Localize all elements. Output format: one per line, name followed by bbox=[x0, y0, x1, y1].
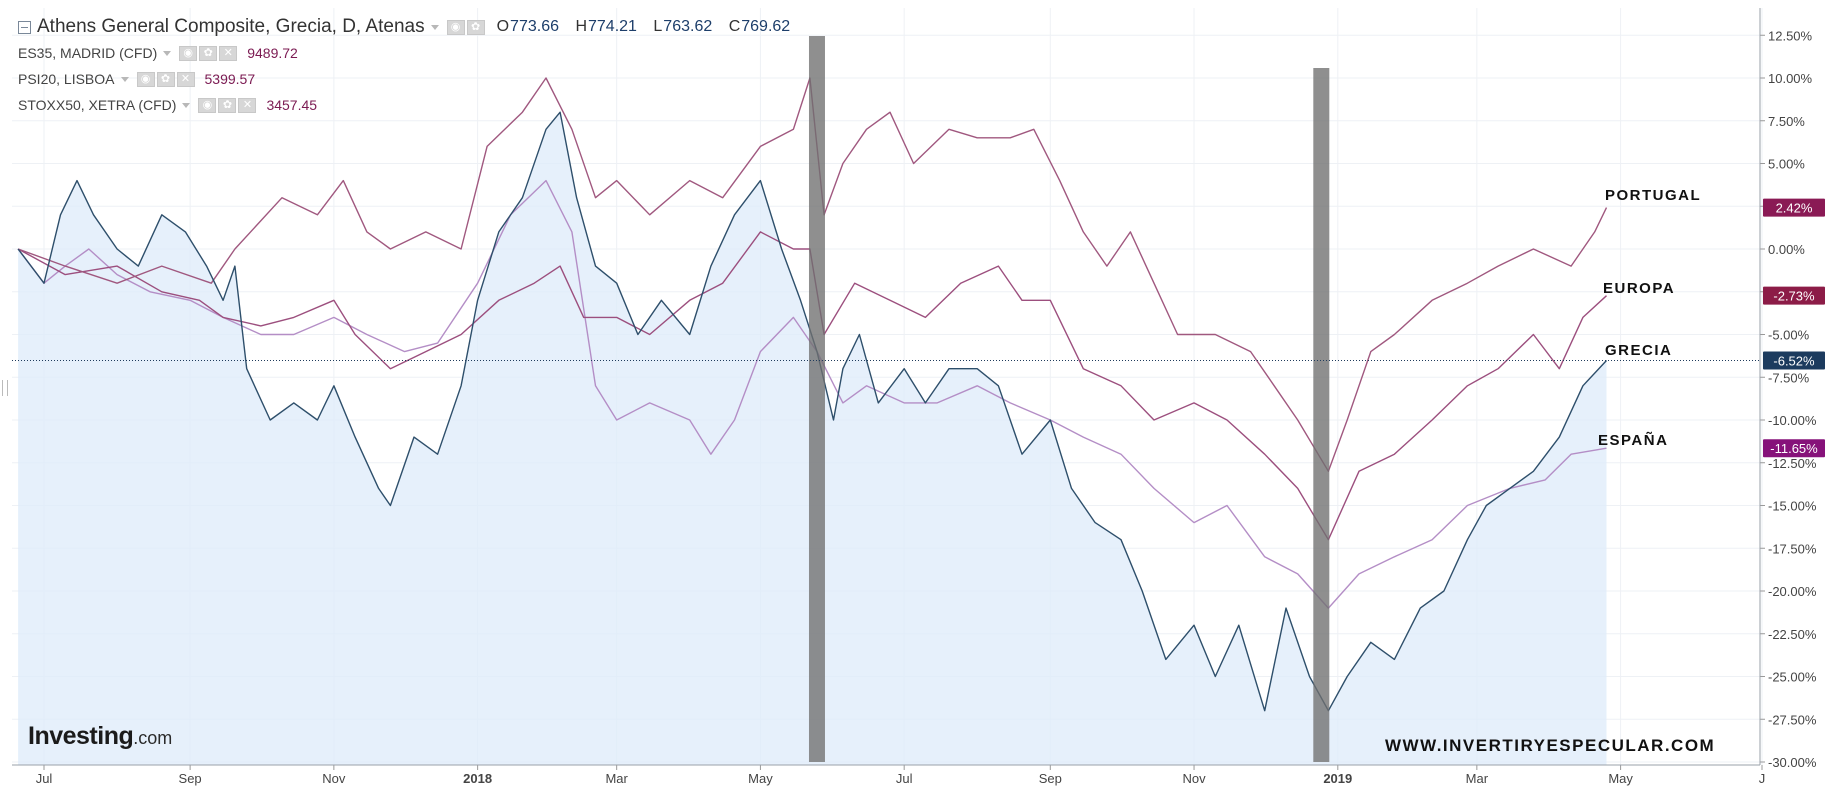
legend-row-es35: ES35, MADRID (CFD) ◉ ✿ ✕ 9489.72 bbox=[18, 40, 802, 66]
y-tick-label: -20.00% bbox=[1768, 584, 1817, 599]
y-tick-label: 7.50% bbox=[1768, 114, 1805, 129]
eye-icon[interactable]: ◉ bbox=[198, 97, 217, 113]
x-tick-label: J bbox=[1759, 771, 1766, 786]
y-tick-label: -10.00% bbox=[1768, 413, 1817, 428]
highlight-bands bbox=[808, 36, 1330, 762]
gear-icon[interactable]: ✿ bbox=[466, 19, 485, 35]
price-tag-label: -2.73% bbox=[1773, 289, 1815, 304]
y-tick-label: -17.50% bbox=[1768, 541, 1817, 556]
scroll-handle[interactable] bbox=[2, 380, 8, 396]
y-tick-label: 0.00% bbox=[1768, 242, 1805, 257]
y-tick-label: -7.50% bbox=[1768, 370, 1810, 385]
eye-icon[interactable]: ◉ bbox=[179, 45, 198, 61]
price-tag-0 bbox=[1763, 351, 1825, 370]
highlight-band bbox=[808, 36, 825, 762]
x-tick-label: Jul bbox=[896, 771, 913, 786]
legend-item-name: ES35, MADRID (CFD) bbox=[18, 45, 158, 61]
close-icon[interactable]: ✕ bbox=[176, 71, 195, 87]
price-tag-3 bbox=[1763, 286, 1825, 305]
y-tick-label: -30.00% bbox=[1768, 755, 1817, 770]
y-tick-label: -25.00% bbox=[1768, 670, 1817, 685]
main-series-name: Athens General Composite, Grecia, D, Ate… bbox=[37, 16, 425, 37]
eye-icon[interactable]: ◉ bbox=[136, 71, 155, 87]
eye-icon[interactable]: ◉ bbox=[446, 19, 465, 35]
y-tick-label: 12.50% bbox=[1768, 28, 1813, 43]
x-tick-label: May bbox=[1608, 771, 1633, 786]
collapse-icon[interactable] bbox=[18, 20, 31, 34]
high-value: 774.21 bbox=[588, 18, 637, 35]
chevron-down-icon[interactable] bbox=[182, 102, 191, 108]
x-tick-label: Mar bbox=[605, 771, 628, 786]
x-tick-label: 2019 bbox=[1323, 771, 1352, 786]
y-tick-label: 10.00% bbox=[1768, 71, 1813, 86]
legend-item-value: 5399.57 bbox=[204, 71, 256, 87]
chevron-down-icon[interactable] bbox=[120, 76, 129, 82]
x-tick-label: Sep bbox=[1039, 771, 1062, 786]
label-espana: ESPAÑA bbox=[1598, 432, 1669, 449]
x-tick-label: May bbox=[748, 771, 773, 786]
price-tag-2 bbox=[1763, 198, 1825, 217]
legend-main-row: Athens General Composite, Grecia, D, Ate… bbox=[18, 14, 802, 40]
highlight-band bbox=[1313, 68, 1330, 762]
x-tick-label: Jul bbox=[36, 771, 53, 786]
x-tick-label: Nov bbox=[322, 771, 346, 786]
price-tag-label: 2.42% bbox=[1776, 201, 1813, 216]
y-tick-label: 5.00% bbox=[1768, 157, 1805, 172]
legend-item-value: 9489.72 bbox=[247, 45, 298, 61]
price-tags: -6.52% -11.65% 2.42% -2.73% bbox=[1763, 198, 1825, 458]
close-icon[interactable]: ✕ bbox=[238, 97, 257, 113]
close-icon[interactable]: ✕ bbox=[219, 45, 238, 61]
low-value: 763.62 bbox=[663, 18, 713, 35]
legend-item-name: PSI20, LISBOA bbox=[18, 71, 115, 87]
chevron-down-icon[interactable] bbox=[163, 50, 172, 56]
legend: Athens General Composite, Grecia, D, Ate… bbox=[18, 14, 802, 118]
price-tag-label: -6.52% bbox=[1773, 353, 1815, 368]
x-tick-label: Mar bbox=[1466, 771, 1489, 786]
y-tick-label: -15.00% bbox=[1768, 499, 1817, 514]
x-tick-label: Nov bbox=[1182, 771, 1206, 786]
open-value: 773.66 bbox=[510, 18, 559, 35]
label-portugal: PORTUGAL bbox=[1605, 187, 1702, 204]
gear-icon[interactable]: ✿ bbox=[156, 71, 175, 87]
close-value: 769.62 bbox=[741, 18, 791, 35]
chevron-down-icon[interactable] bbox=[430, 24, 439, 30]
legend-row-stoxx50: STOXX50, XETRA (CFD) ◉ ✿ ✕ 3457.45 bbox=[18, 92, 802, 118]
y-tick-label: -5.00% bbox=[1768, 328, 1810, 343]
x-tick-label: 2018 bbox=[463, 771, 492, 786]
x-tick-label: Sep bbox=[179, 771, 202, 786]
legend-row-psi20: PSI20, LISBOA ◉ ✿ ✕ 5399.57 bbox=[18, 66, 802, 92]
legend-item-value: 3457.45 bbox=[266, 97, 318, 113]
price-tag-label: -11.65% bbox=[1770, 441, 1818, 456]
label-europa: EUROPA bbox=[1603, 280, 1676, 297]
site-watermark: WWW.INVERTIRYESPECULAR.COM bbox=[1385, 736, 1716, 755]
legend-item-name: STOXX50, XETRA (CFD) bbox=[18, 97, 177, 113]
y-tick-label: -22.50% bbox=[1768, 627, 1817, 642]
price-tag-1 bbox=[1763, 439, 1825, 458]
y-tick-label: -27.50% bbox=[1768, 712, 1817, 727]
series-line-2[interactable] bbox=[17, 77, 1608, 472]
gear-icon[interactable]: ✿ bbox=[199, 45, 218, 61]
y-tick-label: -12.50% bbox=[1768, 456, 1817, 471]
label-grecia: GRECIA bbox=[1605, 342, 1673, 359]
ohlc-values: O773.66 H774.21 L763.62 C769.62 bbox=[496, 18, 791, 35]
gear-icon[interactable]: ✿ bbox=[218, 97, 237, 113]
investing-logo: Investing.com bbox=[28, 722, 173, 750]
